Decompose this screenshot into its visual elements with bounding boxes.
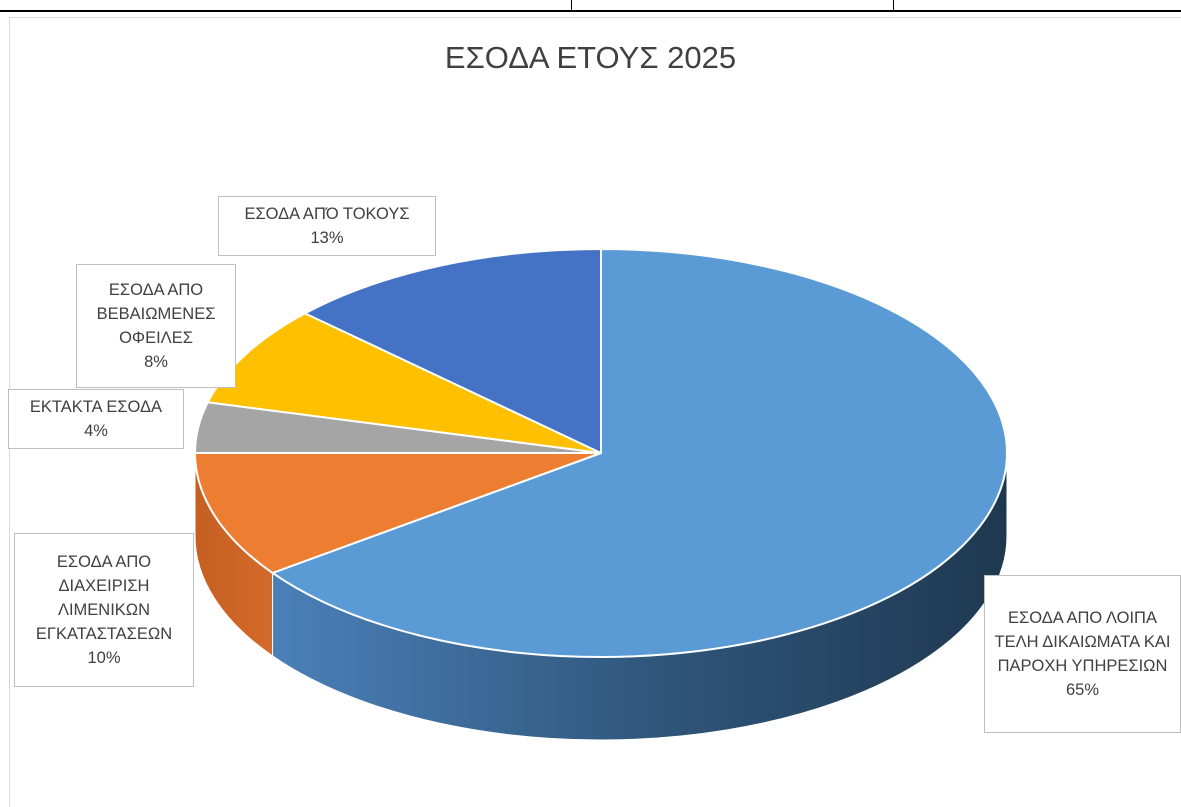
- slice-percent: 4%: [84, 422, 108, 440]
- data-label-extraordinary: ΕΚΤΑΚΤΑ ΕΣΟΔΑ 4%: [8, 389, 184, 449]
- pie-slice: [194, 452, 602, 574]
- slice-label: ΕΚΤΑΚΤΑ ΕΣΟΔΑ: [29, 398, 163, 416]
- slice-percent: 10%: [87, 649, 121, 667]
- data-label-interest: ΕΣΟΔΑ ΑΠΌ ΤΟΚΟΥΣ 13%: [218, 196, 436, 256]
- data-label-other-fees: ΕΣΟΔΑ ΑΠΟ ΛΟΙΠΑ ΤΕΛΗ ΔΙΚΑΙΩΜΑΤΑ ΚΑΙ ΠΑΡΟ…: [984, 575, 1181, 733]
- slice-percent: 13%: [310, 229, 344, 247]
- slice-percent: 8%: [144, 353, 168, 371]
- slice-label: ΕΣΟΔΑ ΑΠΟ ΒΕΒΑΙΩΜΕΝΕΣ ΟΦΕΙΛΕΣ: [96, 281, 216, 347]
- pie-slice: [304, 248, 602, 454]
- slice-label: ΕΣΟΔΑ ΑΠΟ ΛΟΙΠΑ ΤΕΛΗ ΔΙΚΑΙΩΜΑΤΑ ΚΑΙ ΠΑΡΟ…: [994, 609, 1171, 675]
- table-divider: [571, 0, 572, 12]
- table-divider: [893, 0, 894, 12]
- data-label-port-facilities: ΕΣΟΔΑ ΑΠΟ ΔΙΑΧΕΙΡΙΣΗ ΛΙΜΕΝΙΚΩΝ ΕΓΚΑΤΑΣΤΑ…: [14, 533, 194, 687]
- page-top-rule: [0, 0, 1181, 12]
- chart-title: ΕΣΟΔΑ ΕΤΟΥΣ 2025: [444, 40, 737, 75]
- pie-slice: [271, 248, 1008, 658]
- data-label-certified-debts: ΕΣΟΔΑ ΑΠΟ ΒΕΒΑΙΩΜΕΝΕΣ ΟΦΕΙΛΕΣ 8%: [76, 264, 236, 388]
- pie-slice: [206, 312, 602, 454]
- slice-label: ΕΣΟΔΑ ΑΠΌ ΤΟΚΟΥΣ: [244, 205, 410, 223]
- slice-percent: 65%: [1065, 681, 1100, 699]
- slice-label: ΕΣΟΔΑ ΑΠΟ ΔΙΑΧΕΙΡΙΣΗ ΛΙΜΕΝΙΚΩΝ ΕΓΚΑΤΑΣΤΑ…: [35, 553, 173, 643]
